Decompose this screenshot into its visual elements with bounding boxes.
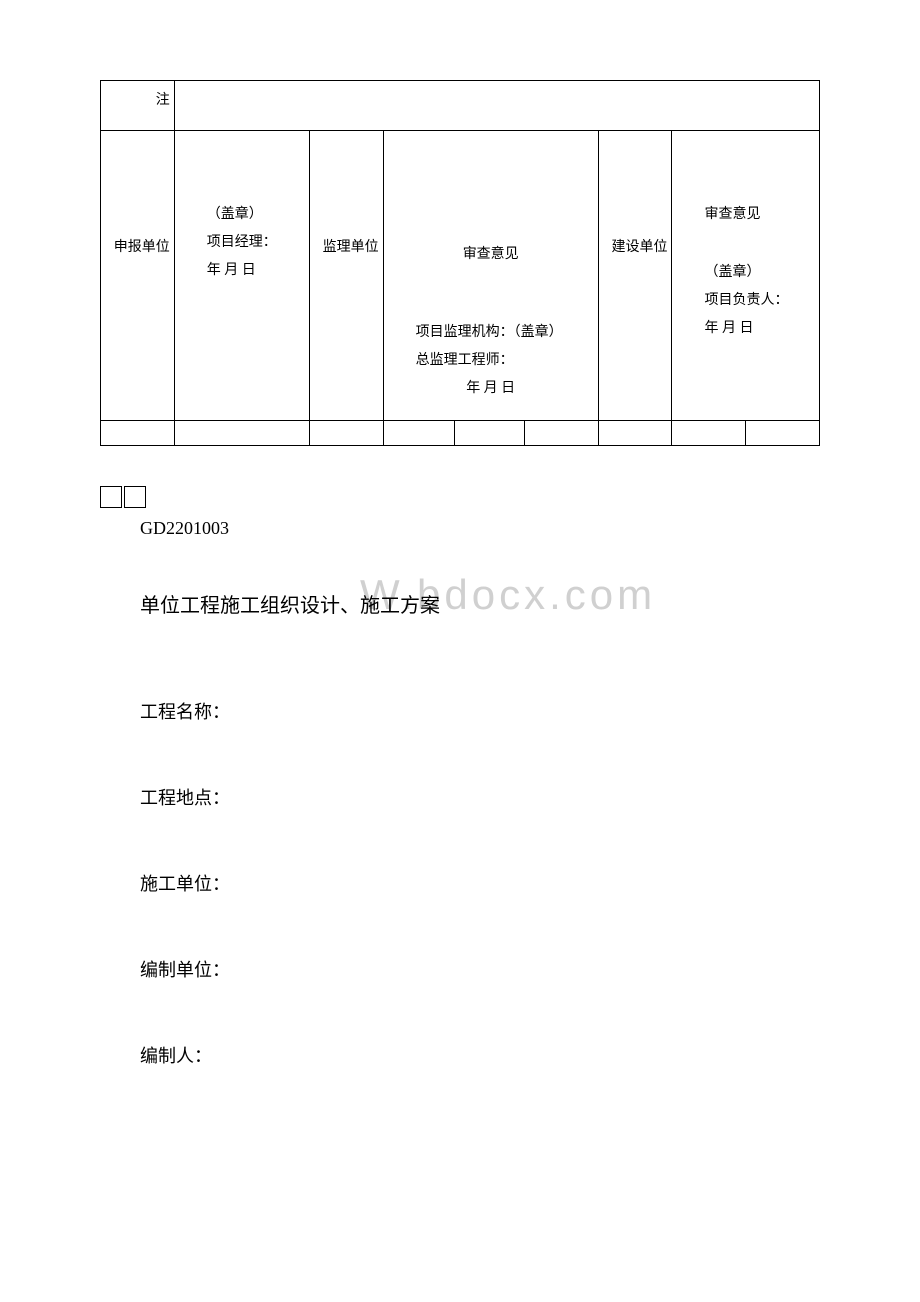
approval-table: 注 申报单位 （盖章） 项目经理： 年 月 日 监理单位 审查意见 项目监理机构… (100, 80, 820, 446)
jianli-org: 项目监理机构：（盖章） (388, 319, 594, 347)
form-title: 单位工程施工组织设计、施工方案 (140, 595, 440, 617)
jianshe-stamp: （盖章） (676, 259, 815, 287)
fields-section: 工程名称： 工程地点： 施工单位： 编制单位： 编制人： (140, 698, 820, 1068)
document-page: 注 申报单位 （盖章） 项目经理： 年 月 日 监理单位 审查意见 项目监理机构… (0, 0, 920, 1188)
note-label-cell: 注 (101, 81, 175, 131)
checkbox-group (100, 486, 820, 508)
shenbao-date: 年 月 日 (179, 257, 305, 285)
empty-row (101, 421, 820, 446)
jianli-date: 年 月 日 (388, 375, 594, 403)
signature-row: 申报单位 （盖章） 项目经理： 年 月 日 监理单位 审查意见 项目监理机构：（… (101, 131, 820, 421)
empty-cell (309, 421, 383, 446)
jianli-eng: 总监理工程师： (388, 347, 594, 375)
empty-cell (101, 421, 175, 446)
jianli-content: 审查意见 项目监理机构：（盖章） 总监理工程师： 年 月 日 (383, 131, 598, 421)
jianli-opinion: 审查意见 (388, 241, 594, 269)
jianshe-lead: 项目负责人： (676, 287, 815, 315)
empty-cell (174, 421, 309, 446)
empty-cell (383, 421, 598, 446)
note-content (174, 81, 819, 131)
jianli-label-cell: 监理单位 (309, 131, 383, 421)
field-compiler: 编制人： (140, 1042, 820, 1068)
note-row: 注 (101, 81, 820, 131)
form-id: GD2201003 (140, 518, 820, 539)
jianshe-label: 建设单位 (611, 240, 667, 255)
checkbox-icon (100, 486, 122, 508)
shenbao-pm: 项目经理： (179, 229, 305, 257)
note-label: 注 (156, 93, 170, 108)
field-compile-unit: 编制单位： (140, 956, 820, 982)
field-project-name: 工程名称： (140, 698, 820, 724)
jianli-label: 监理单位 (323, 240, 379, 255)
shenbao-label-cell: 申报单位 (101, 131, 175, 421)
jianshe-date: 年 月 日 (676, 315, 815, 343)
shenbao-content: （盖章） 项目经理： 年 月 日 (174, 131, 309, 421)
field-construction-unit: 施工单位： (140, 870, 820, 896)
jianshe-content: 审查意见 （盖章） 项目负责人： 年 月 日 (672, 131, 820, 421)
empty-cell (672, 421, 820, 446)
shenbao-label: 申报单位 (114, 240, 170, 255)
empty-cell (598, 421, 672, 446)
jianshe-label-cell: 建设单位 (598, 131, 672, 421)
shenbao-stamp: （盖章） (179, 201, 305, 229)
jianshe-opinion: 审查意见 (676, 201, 815, 229)
title-row: 单位工程施工组织设计、施工方案 W.bdocx.com (140, 589, 820, 618)
field-project-location: 工程地点： (140, 784, 820, 810)
checkbox-icon (124, 486, 146, 508)
